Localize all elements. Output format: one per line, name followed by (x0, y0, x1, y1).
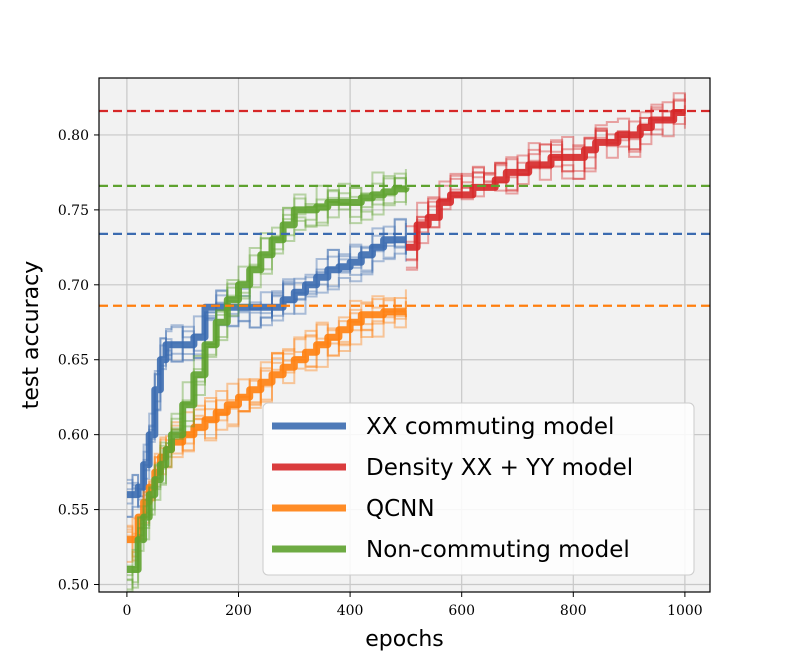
legend-entry: QCNN (272, 496, 435, 522)
y-tick-label: 0.60 (58, 428, 89, 444)
grid (99, 78, 710, 592)
legend-entry: XX commuting model (272, 414, 614, 440)
plot-frame (98, 77, 711, 593)
x-tick-label: 0 (122, 603, 131, 619)
y-tick-label: 0.80 (58, 128, 89, 144)
y-tick-label: 0.75 (58, 203, 89, 219)
legend-box (262, 402, 695, 576)
y-tick-label: 0.70 (58, 278, 89, 294)
series-xx-commuting-model (126, 217, 407, 518)
y-tick-label: 0.50 (58, 578, 89, 594)
legend-entry: Density XX + YY model (272, 455, 633, 481)
x-tick-label: 200 (225, 603, 252, 619)
ticks: 0 200 400 600 800 1000 0.50 0.55 0.60 0.65 0.70 0.7… (58, 128, 703, 619)
legend-label: Density XX + YY model (366, 455, 633, 481)
series-run-line (405, 101, 686, 262)
y-axis-label: test accuracy (19, 261, 44, 410)
x-tick-label: 400 (337, 603, 364, 619)
series-mean-line (126, 236, 406, 499)
x-axis-label: epochs (365, 627, 443, 652)
legend-label: Non-commuting model (366, 537, 630, 563)
legend-entry: Non-commuting model (272, 537, 630, 563)
x-tick-label: 1000 (667, 603, 703, 619)
series-non-commuting-model (126, 169, 410, 592)
y-tick-label: 0.55 (58, 503, 89, 519)
series-density-xx-yy-model (405, 92, 686, 271)
y-tick-label: 0.65 (58, 353, 89, 369)
series-run-line (126, 175, 407, 591)
legend-label: XX commuting model (366, 414, 614, 440)
x-tick-label: 600 (448, 603, 475, 619)
legend-label: QCNN (366, 496, 435, 522)
legend: XX commuting model Density XX + YY model Q… (262, 402, 695, 576)
x-tick-label: 800 (560, 603, 587, 619)
